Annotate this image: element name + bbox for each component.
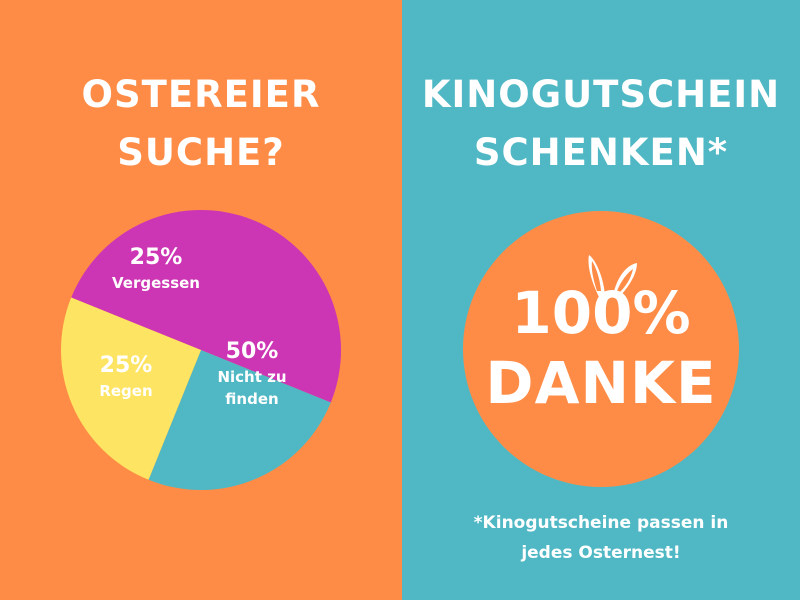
bunny-ears-icon (588, 255, 637, 297)
pie-label-text-regen: Regen (99, 382, 152, 400)
right-title-line-2: SCHENKEN* (473, 131, 729, 174)
footnote: *Kinogutscheine passen in jedes Osternes… (402, 508, 800, 568)
footnote-line-2: jedes Osternest! (521, 543, 681, 563)
pie-label-text-nicht-zu-finden: Nicht zu (217, 368, 286, 386)
pie-label-value-vergessen: 25% (130, 245, 183, 270)
pie-label-text-nicht-zu-finden: finden (225, 390, 278, 408)
right-panel: KINOGUTSCHEIN SCHENKEN* 100% DANKE *Kino… (402, 0, 800, 600)
pie-chart: 50% Nicht zu finden 25% Regen 25% Vergessen (61, 209, 341, 490)
left-panel: OSTEREIER SUCHE? 50% Nicht zu finden 25% Reg… (0, 0, 402, 600)
pie-label-text-vergessen: Vergessen (112, 274, 200, 292)
footnote-line-1: *Kinogutscheine passen in (473, 513, 729, 533)
left-title-line-2: SUCHE? (117, 131, 285, 174)
pie-slice-nicht-zu-finden (71, 209, 341, 403)
left-title: OSTEREIER SUCHE? (0, 66, 402, 182)
left-title-line-1: OSTEREIER (81, 73, 321, 116)
right-title: KINOGUTSCHEIN SCHENKEN* (402, 66, 800, 182)
badge-thanks: DANKE (485, 349, 717, 417)
right-title-line-1: KINOGUTSCHEIN (421, 73, 781, 116)
pie-label-value-nicht-zu-finden: 50% (226, 339, 279, 364)
badge-percent: 100% (511, 279, 691, 347)
pie-label-value-regen: 25% (100, 353, 153, 378)
pie-slice-vergessen (61, 297, 201, 480)
thanks-badge: 100% DANKE (463, 211, 739, 487)
pie-slice-regen (148, 350, 331, 490)
